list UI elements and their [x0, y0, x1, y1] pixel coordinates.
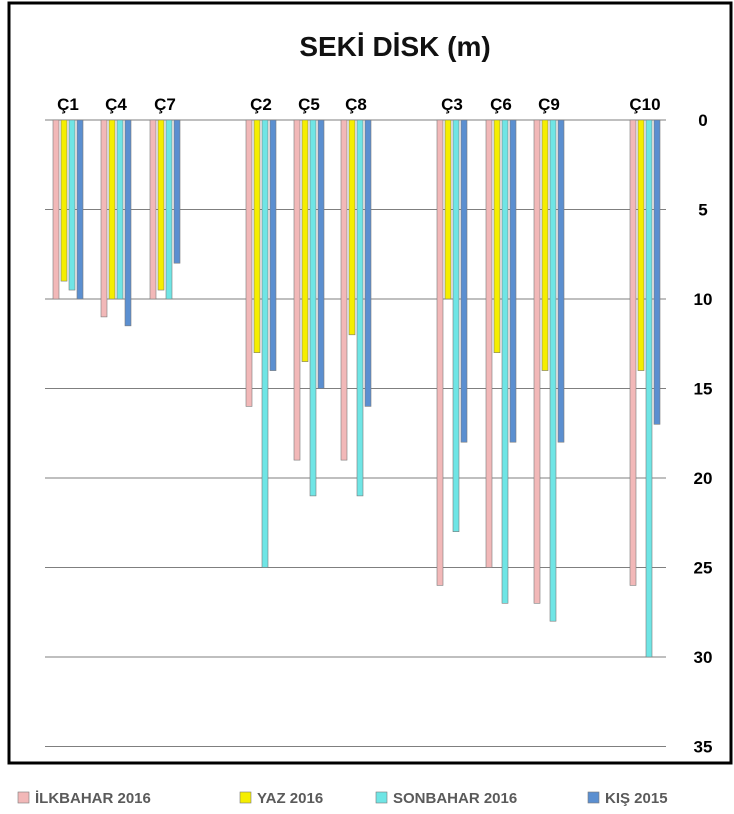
y-tick-label: 15 [694, 380, 713, 399]
bar [309, 119, 317, 497]
y-tick-label: 25 [694, 559, 713, 578]
bar [108, 119, 116, 300]
y-tick-label: 35 [694, 738, 713, 757]
bar [485, 119, 493, 568]
legend: İLKBAHAR 2016 YAZ 2016 SONBAHAR 2016 KIŞ 20… [17, 790, 668, 807]
bar [645, 119, 653, 658]
bar [149, 119, 157, 300]
legend-swatch [17, 791, 30, 804]
bar [173, 119, 181, 264]
bar [165, 119, 173, 300]
bar [364, 119, 372, 407]
bars [52, 119, 661, 658]
bar [452, 119, 460, 533]
bar [68, 119, 76, 291]
y-tick-label: 0 [698, 111, 707, 130]
bar [549, 119, 557, 622]
bar [301, 119, 309, 362]
bar [493, 119, 501, 353]
category-label: Ç3 [441, 95, 463, 114]
bar [533, 119, 541, 604]
bar [293, 119, 301, 461]
bar [348, 119, 356, 336]
bar [436, 119, 444, 586]
legend-swatch [375, 791, 388, 804]
category-label: Ç4 [105, 95, 127, 114]
category-label: Ç10 [629, 95, 660, 114]
bar [541, 119, 549, 371]
y-axis-ticks: 0 5 10 15 20 25 30 35 [694, 111, 713, 757]
category-label: Ç7 [154, 95, 176, 114]
bar [509, 119, 517, 443]
category-label: Ç9 [538, 95, 560, 114]
legend-label: KIŞ 2015 [605, 790, 668, 807]
bar [269, 119, 277, 371]
category-label: Ç2 [250, 95, 272, 114]
y-tick-label: 5 [698, 201, 707, 220]
bar [100, 119, 108, 318]
legend-swatch [587, 791, 600, 804]
bar [340, 119, 348, 461]
bar [261, 119, 269, 568]
bar [317, 119, 325, 389]
bar [653, 119, 661, 425]
bar [124, 119, 132, 327]
category-labels: Ç1 Ç4 Ç7 Ç2 Ç5 Ç8 Ç3 Ç6 Ç9 Ç10 [57, 95, 660, 114]
legend-label: SONBAHAR 2016 [393, 790, 517, 807]
bar [557, 119, 565, 443]
bar [116, 119, 124, 300]
category-label: Ç6 [490, 95, 512, 114]
bar [637, 119, 645, 371]
bar [460, 119, 468, 443]
legend-label: İLKBAHAR 2016 [35, 790, 151, 807]
legend-label: YAZ 2016 [257, 790, 323, 807]
bar [253, 119, 261, 353]
bar [76, 119, 84, 300]
bar [157, 119, 165, 291]
chart-title: SEKİ DİSK (m) [299, 31, 490, 62]
y-tick-label: 10 [694, 290, 713, 309]
category-label: Ç8 [345, 95, 367, 114]
bar [245, 119, 253, 407]
legend-swatch [239, 791, 252, 804]
y-tick-label: 30 [694, 648, 713, 667]
category-label: Ç5 [298, 95, 320, 114]
category-label: Ç1 [57, 95, 79, 114]
bar [356, 119, 364, 497]
bar [444, 119, 452, 300]
y-tick-label: 20 [694, 469, 713, 488]
bar [52, 119, 60, 300]
bar [60, 119, 68, 282]
bar [629, 119, 637, 586]
bar [501, 119, 509, 604]
